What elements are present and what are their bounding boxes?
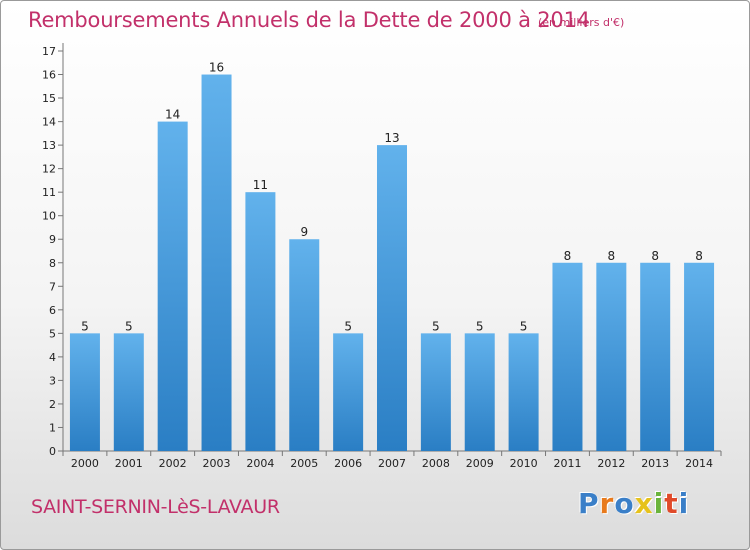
data-label-2006: 5 [344,319,352,333]
data-label-2000: 5 [81,319,89,333]
x-tick-label: 2001 [115,457,143,470]
logo-letter: o [614,487,635,520]
data-label-2008: 5 [432,319,440,333]
x-tick-label: 2005 [290,457,318,470]
y-tick-label: 13 [42,139,56,152]
y-tick-label: 3 [49,374,56,387]
data-label-2003: 16 [209,61,224,75]
bar-2010 [508,333,539,451]
y-tick-label: 12 [42,163,56,176]
bar-2008 [420,333,451,451]
x-tick-label: 2013 [641,457,669,470]
unit-note: (en milliers d'€) [538,16,625,29]
bar-2001 [113,333,144,451]
x-tick-label: 2011 [553,457,581,470]
bar-2009 [464,333,495,451]
bar-2002 [157,121,188,452]
y-tick-label: 14 [42,116,56,129]
data-label-2011: 8 [564,249,572,263]
bar-2014 [684,262,715,451]
x-tick-label: 2007 [378,457,406,470]
proxiti-logo: Proxiti [578,487,689,520]
bar-2003 [201,74,232,451]
bars: 5 5 14 16 11 9 5 13 5 5 5 8 8 8 8 [69,61,715,452]
bar-2007 [377,145,407,451]
y-tick-label: 11 [42,186,56,199]
data-label-2001: 5 [125,319,133,333]
y-tick-label: 0 [49,445,56,458]
bar-2013 [640,262,671,451]
x-tick-label: 2009 [466,457,494,470]
data-label-2002: 14 [165,108,180,122]
logo-letter: r [599,487,615,520]
data-label-2005: 9 [300,225,308,239]
data-label-2007: 13 [384,131,399,145]
commune-name: SAINT-SERNIN-LèS-LAVAUR [31,496,280,518]
logo-letter: i [653,487,665,520]
bar-2012 [596,262,627,451]
x-tick-label: 2000 [71,457,99,470]
bar-2006 [333,333,364,451]
logo-letter: x [634,487,654,520]
data-label-2010: 5 [520,319,528,333]
y-tick-label: 6 [49,304,56,317]
y-tick-label: 1 [49,421,56,434]
x-tick-label: 2004 [246,457,274,470]
chart-title: Remboursements Annuels de la Dette de 20… [28,8,590,32]
y-tick-label: 4 [49,351,56,364]
y-tick-label: 10 [42,210,56,223]
x-tick-label: 2008 [422,457,450,470]
data-label-2012: 8 [608,249,616,263]
y-tick-label: 17 [42,45,56,58]
bar-2000 [69,333,100,451]
bar-2005 [289,239,320,451]
x-tick-label: 2010 [510,457,538,470]
x-tick-label: 2006 [334,457,362,470]
bar-2004 [245,192,276,452]
y-tick-label: 8 [49,257,56,270]
data-label-2009: 5 [476,319,484,333]
bar-2011 [552,262,583,451]
y-tick-label: 16 [42,69,56,82]
x-tick-label: 2003 [203,457,231,470]
x-tick-label: 2002 [159,457,187,470]
data-label-2013: 8 [651,249,659,263]
logo-letter: i [678,487,690,520]
logo-letter: t [664,487,679,520]
y-tick-label: 15 [42,92,56,105]
data-label-2004: 11 [253,178,268,192]
y-tick-label: 7 [49,280,56,293]
x-tick-label: 2014 [685,457,713,470]
data-label-2014: 8 [695,249,703,263]
y-tick-label: 5 [49,327,56,340]
y-tick-label: 2 [49,398,56,411]
logo-letter: P [578,487,600,520]
y-tick-label: 9 [49,233,56,246]
x-tick-label: 2012 [597,457,625,470]
